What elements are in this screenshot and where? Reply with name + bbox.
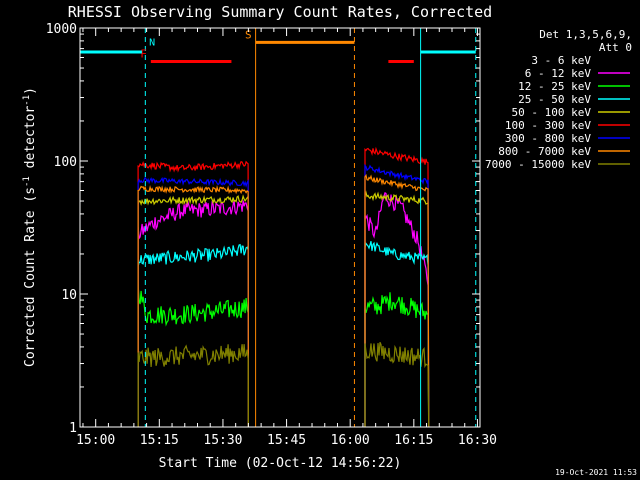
- y-tick-label: 10: [61, 288, 77, 303]
- series-trace: [364, 292, 430, 428]
- y-axis-label: Corrected Count Rate (s-1 detector-1): [22, 87, 38, 367]
- x-tick-label: 16:15: [394, 433, 433, 448]
- legend-label: 100 - 300 keV: [505, 119, 591, 132]
- series-7000-15000-kev: [137, 341, 430, 428]
- series-trace: [364, 163, 430, 428]
- data-layer: [137, 146, 430, 428]
- legend-header-detectors: Det 1,3,5,6,9,: [539, 28, 632, 41]
- y-tick-label: 100: [54, 155, 77, 170]
- series-50-100-kev: [137, 190, 430, 428]
- series-trace: [364, 146, 430, 428]
- series-trace: [137, 176, 249, 428]
- x-tick-label: 16:00: [331, 433, 370, 448]
- legend-label: 800 - 7000 keV: [498, 145, 591, 158]
- series-trace: [364, 173, 430, 428]
- series-trace: [137, 160, 249, 428]
- annotation-layer: F S N: [80, 28, 477, 427]
- series-trace: [364, 158, 430, 428]
- legend-label: 3 - 6 keV: [531, 54, 591, 67]
- series-trace: [137, 283, 249, 428]
- series-trace: [137, 243, 249, 428]
- series-trace: [364, 190, 430, 428]
- x-tick-label: 15:15: [140, 433, 179, 448]
- series-trace: [364, 241, 430, 428]
- legend-header-attenuator: Att 0: [599, 41, 632, 54]
- series-100-300-kev: [137, 146, 430, 428]
- legend-label: 7000 - 15000 keV: [485, 158, 591, 171]
- x-tick-label: 15:00: [76, 433, 115, 448]
- series-trace: [137, 194, 249, 428]
- flag-label: F: [140, 47, 147, 60]
- x-tick-label: 15:45: [267, 433, 306, 448]
- legend-label: 6 - 12 keV: [525, 67, 592, 80]
- y-tick-label: 1: [69, 421, 77, 436]
- legend-label: 300 - 800 keV: [505, 132, 591, 145]
- legend-label: 25 - 50 keV: [518, 93, 591, 106]
- legend-label: 50 - 100 keV: [512, 106, 592, 119]
- series-12-25-kev: [137, 283, 430, 428]
- chart-title: RHESSI Observing Summary Count Rates, Co…: [68, 3, 492, 21]
- x-tick-label: 16:30: [458, 433, 497, 448]
- series-300-800-kev: [137, 163, 430, 428]
- series-trace: [137, 185, 249, 428]
- series-trace: [137, 200, 249, 428]
- x-tick-label: 15:30: [203, 433, 242, 448]
- y-tick-label: 1000: [46, 22, 77, 37]
- series-800-7000-kev: [137, 173, 430, 428]
- series-25-50-kev: [137, 241, 430, 428]
- series-trace: [364, 341, 430, 428]
- x-axis-label: Start Time (02-Oct-12 14:56:22): [159, 456, 402, 471]
- flag-label: S: [245, 28, 252, 41]
- series-trace: [137, 344, 249, 428]
- legend-label: 12 - 25 keV: [518, 80, 591, 93]
- render-timestamp: 19-Oct-2021 11:53: [555, 468, 637, 477]
- plot-frame: [79, 27, 481, 428]
- flag-label-n: N: [149, 38, 155, 49]
- axis-layer: 15:00 15:15 15:30 15:45 16:00 16:15 16:30 1 10 10…: [46, 22, 497, 448]
